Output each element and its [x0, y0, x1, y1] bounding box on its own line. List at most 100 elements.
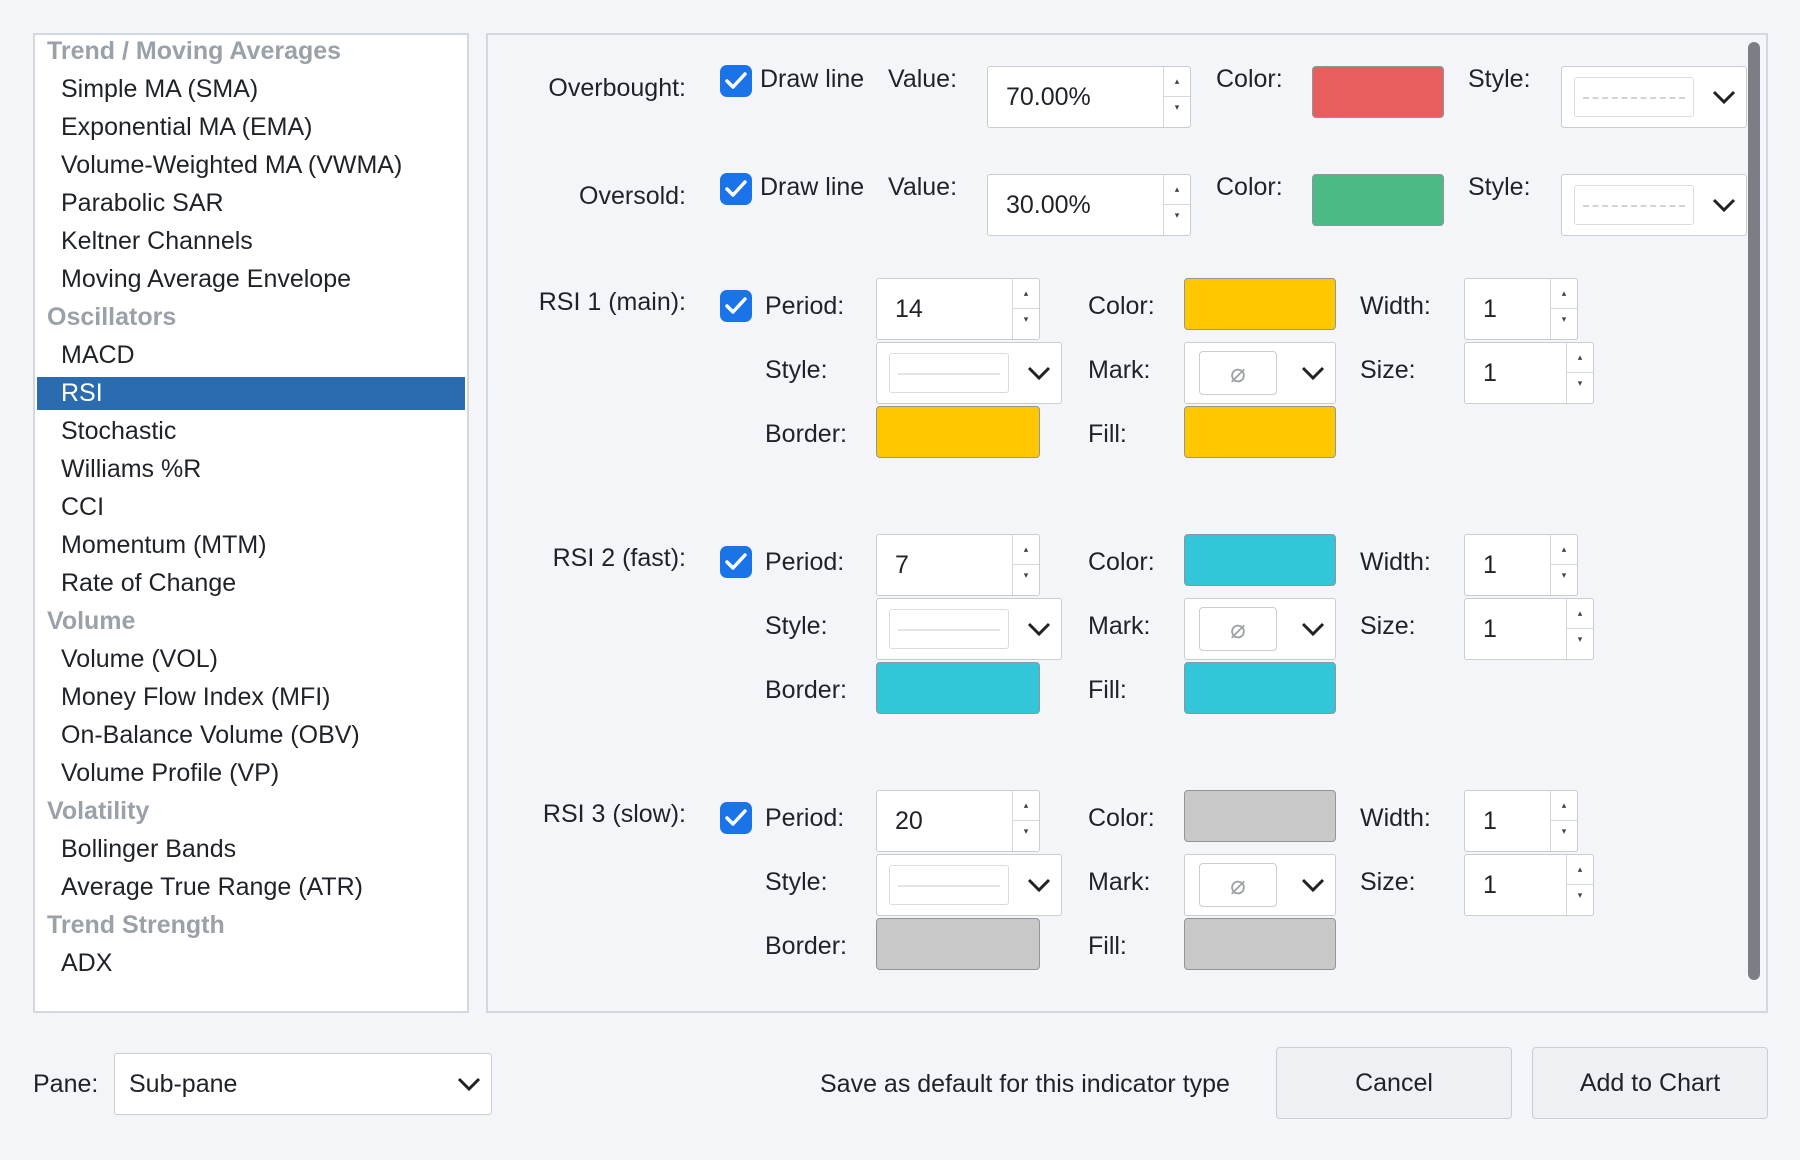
spin-arrows[interactable]: ▴ ▾ [1012, 535, 1039, 595]
sidebar-item[interactable]: Simple MA (SMA) [61, 75, 259, 103]
overbought-color-swatch[interactable] [1312, 66, 1444, 118]
overbought-draw-line-checkbox[interactable] [720, 65, 752, 97]
spin-down-arrow[interactable]: ▾ [1567, 372, 1593, 403]
spin-down-arrow[interactable]: ▾ [1551, 308, 1577, 339]
rsi-line-enable-checkbox[interactable] [720, 802, 752, 834]
spin-up-arrow[interactable]: ▴ [1561, 544, 1567, 554]
sidebar-item[interactable]: Parabolic SAR [61, 189, 224, 217]
spin-up-arrow[interactable]: ▴ [1577, 352, 1583, 362]
oversold-style-dropdown[interactable] [1561, 174, 1747, 236]
period-input[interactable]: 7 ▴ ▾ [876, 534, 1040, 596]
spin-arrows[interactable]: ▴ ▾ [1012, 279, 1039, 339]
spin-arrows[interactable]: ▴ ▾ [1550, 791, 1577, 851]
spin-arrows[interactable]: ▴ ▾ [1550, 535, 1577, 595]
border-color-swatch[interactable] [876, 662, 1040, 714]
sidebar-item[interactable]: Bollinger Bands [61, 835, 237, 863]
size-input[interactable]: 1 ▴ ▾ [1464, 598, 1594, 660]
sidebar-item[interactable]: Stochastic [61, 417, 177, 445]
overbought-value-input-value: 70.00% [1006, 82, 1091, 111]
sidebar-item[interactable]: On-Balance Volume (OBV) [61, 721, 360, 749]
mark-dropdown[interactable]: ⌀ [1184, 598, 1336, 660]
spin-down-arrow[interactable]: ▾ [1551, 820, 1577, 851]
sidebar-group-header: Volatility [47, 797, 150, 825]
indicator-list[interactable]: Trend / Moving Averages Simple MA (SMA) Ex… [33, 33, 469, 1013]
period-input[interactable]: 20 ▴ ▾ [876, 790, 1040, 852]
spin-up-arrow[interactable]: ▴ [1561, 288, 1567, 298]
spin-down-arrow[interactable]: ▾ [1164, 96, 1190, 127]
sidebar-item[interactable]: MACD [61, 341, 135, 369]
line-style-dropdown[interactable] [876, 342, 1062, 404]
chevron-down-icon [1301, 366, 1325, 381]
rsi-line-enable-checkbox[interactable] [720, 546, 752, 578]
spin-up-arrow[interactable]: ▴ [1174, 76, 1180, 86]
line-color-swatch[interactable] [1184, 790, 1336, 842]
line-color-swatch[interactable] [1184, 534, 1336, 586]
spin-down-arrow[interactable]: ▾ [1164, 204, 1190, 235]
spin-arrows[interactable]: ▴ ▾ [1566, 855, 1593, 915]
spin-arrows[interactable]: ▴ ▾ [1550, 279, 1577, 339]
spin-up-arrow[interactable]: ▴ [1577, 608, 1583, 618]
spin-down-arrow[interactable]: ▾ [1567, 884, 1593, 915]
width-input[interactable]: 1 ▴ ▾ [1464, 278, 1578, 340]
size-input[interactable]: 1 ▴ ▾ [1464, 854, 1594, 916]
spin-up-arrow[interactable]: ▴ [1577, 864, 1583, 874]
period-input[interactable]: 14 ▴ ▾ [876, 278, 1040, 340]
sidebar-item[interactable]: CCI [61, 493, 105, 521]
sidebar-item[interactable]: Average True Range (ATR) [61, 873, 363, 901]
cancel-button[interactable]: Cancel [1276, 1047, 1512, 1119]
border-color-swatch[interactable] [876, 406, 1040, 458]
oversold-value-input[interactable]: 30.00% ▴ ▾ [987, 174, 1191, 236]
sidebar-item[interactable]: Williams %R [61, 455, 202, 483]
spin-up-arrow[interactable]: ▴ [1174, 184, 1180, 194]
sidebar-item[interactable]: Keltner Channels [61, 227, 253, 255]
border-color-swatch[interactable] [876, 918, 1040, 970]
line-style-dropdown[interactable] [876, 598, 1062, 660]
spin-arrows[interactable]: ▴ ▾ [1566, 599, 1593, 659]
rsi-line-enable-checkbox[interactable] [720, 290, 752, 322]
spin-down-arrow[interactable]: ▾ [1013, 308, 1039, 339]
fill-color-swatch[interactable] [1184, 406, 1336, 458]
overbought-value-input[interactable]: 70.00% ▴ ▾ [987, 66, 1191, 128]
sidebar-item[interactable]: Exponential MA (EMA) [61, 113, 313, 141]
line-color-swatch[interactable] [1184, 278, 1336, 330]
sidebar-item[interactable]: Volume-Weighted MA (VWMA) [61, 151, 403, 179]
mark-dropdown[interactable]: ⌀ [1184, 854, 1336, 916]
width-input[interactable]: 1 ▴ ▾ [1464, 534, 1578, 596]
sidebar-item[interactable]: Rate of Change [61, 569, 237, 597]
size-input[interactable]: 1 ▴ ▾ [1464, 342, 1594, 404]
save-default-text[interactable]: Save as default for this indicator type [820, 1070, 1230, 1098]
checkmark-icon [725, 809, 747, 826]
overbought-style-dropdown[interactable] [1561, 66, 1747, 128]
spin-down-arrow[interactable]: ▾ [1567, 628, 1593, 659]
sidebar-item[interactable]: Momentum (MTM) [61, 531, 267, 559]
fill-label: Fill: [1088, 420, 1127, 448]
sidebar-item[interactable]: RSI [37, 377, 465, 410]
style-label: Style: [765, 612, 828, 640]
fill-color-swatch[interactable] [1184, 662, 1336, 714]
pane-select[interactable]: Sub-pane [114, 1053, 492, 1115]
spin-arrows[interactable]: ▴ ▾ [1163, 175, 1190, 235]
oversold-color-swatch[interactable] [1312, 174, 1444, 226]
spin-up-arrow[interactable]: ▴ [1023, 800, 1029, 810]
width-input[interactable]: 1 ▴ ▾ [1464, 790, 1578, 852]
sidebar-item[interactable]: Money Flow Index (MFI) [61, 683, 331, 711]
sidebar-item[interactable]: ADX [61, 949, 113, 977]
spin-down-arrow[interactable]: ▾ [1013, 564, 1039, 595]
sidebar-item[interactable]: Volume Profile (VP) [61, 759, 280, 787]
spin-up-arrow[interactable]: ▴ [1023, 288, 1029, 298]
sidebar-item[interactable]: Volume (VOL) [61, 645, 219, 673]
fill-color-swatch[interactable] [1184, 918, 1336, 970]
spin-up-arrow[interactable]: ▴ [1561, 800, 1567, 810]
spin-arrows[interactable]: ▴ ▾ [1163, 67, 1190, 127]
mark-dropdown[interactable]: ⌀ [1184, 342, 1336, 404]
spin-down-arrow[interactable]: ▾ [1013, 820, 1039, 851]
sidebar-item[interactable]: Moving Average Envelope [61, 265, 352, 293]
panel-scrollbar[interactable] [1748, 42, 1760, 980]
spin-up-arrow[interactable]: ▴ [1023, 544, 1029, 554]
spin-down-arrow[interactable]: ▾ [1551, 564, 1577, 595]
oversold-draw-line-checkbox[interactable] [720, 173, 752, 205]
spin-arrows[interactable]: ▴ ▾ [1566, 343, 1593, 403]
add-to-chart-button[interactable]: Add to Chart [1532, 1047, 1768, 1119]
spin-arrows[interactable]: ▴ ▾ [1012, 791, 1039, 851]
line-style-dropdown[interactable] [876, 854, 1062, 916]
